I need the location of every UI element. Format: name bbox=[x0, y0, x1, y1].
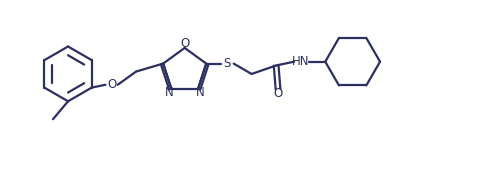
Text: N: N bbox=[164, 86, 174, 99]
Text: N: N bbox=[196, 86, 205, 99]
Text: HN: HN bbox=[292, 55, 309, 68]
Text: O: O bbox=[107, 78, 116, 91]
Text: S: S bbox=[223, 57, 231, 70]
Text: O: O bbox=[180, 37, 189, 50]
Text: O: O bbox=[273, 87, 282, 100]
